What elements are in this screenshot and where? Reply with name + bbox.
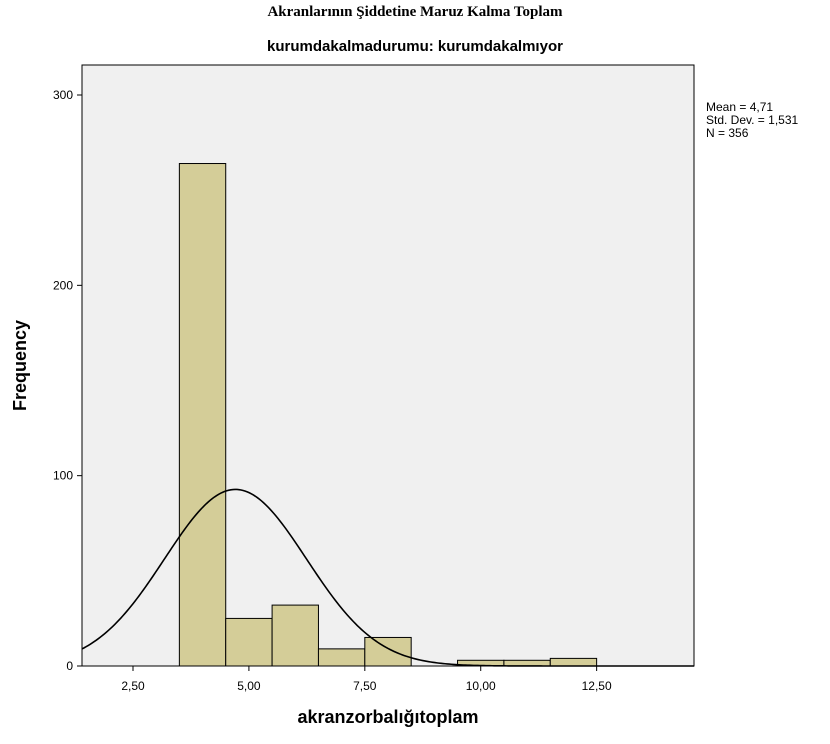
x-tick-label: 12,50 [582, 679, 612, 693]
x-axis-title: akranzorbalığıtoplam [297, 707, 478, 727]
histogram-bar [549, 657, 598, 667]
stats-line: Std. Dev. = 1,531 [706, 113, 798, 127]
x-tick-label: 7,50 [353, 679, 377, 693]
y-tick-label: 200 [53, 278, 73, 292]
histogram-bar [271, 604, 319, 667]
x-axis: 2,50 5,00 7,50 10,00 12,50 [121, 666, 612, 693]
y-tick-label: 100 [53, 469, 73, 483]
histogram-bar [225, 617, 273, 667]
histogram-bar [364, 636, 412, 667]
y-axis-title: Frequency [10, 320, 30, 411]
histogram-bar [178, 163, 227, 667]
histogram-bar [317, 648, 366, 667]
bars-group [178, 163, 598, 667]
x-tick-label: 10,00 [466, 679, 496, 693]
stats-line: Mean = 4,71 [706, 100, 773, 114]
x-tick-label: 5,00 [237, 679, 261, 693]
stats-line: N = 356 [706, 126, 749, 140]
chart-subtitle: kurumdakalmadurumu: kurumdakalmıyor [267, 38, 563, 55]
chart-title: Akranlarının Şiddetine Maruz Kalma Topla… [267, 4, 563, 20]
y-tick-label: 300 [53, 88, 73, 102]
y-tick-label: 0 [66, 659, 73, 673]
x-tick-label: 2,50 [121, 679, 145, 693]
plot-frame [81, 64, 695, 667]
plot-area [82, 65, 694, 666]
y-axis: 0 100 200 300 [53, 88, 82, 673]
